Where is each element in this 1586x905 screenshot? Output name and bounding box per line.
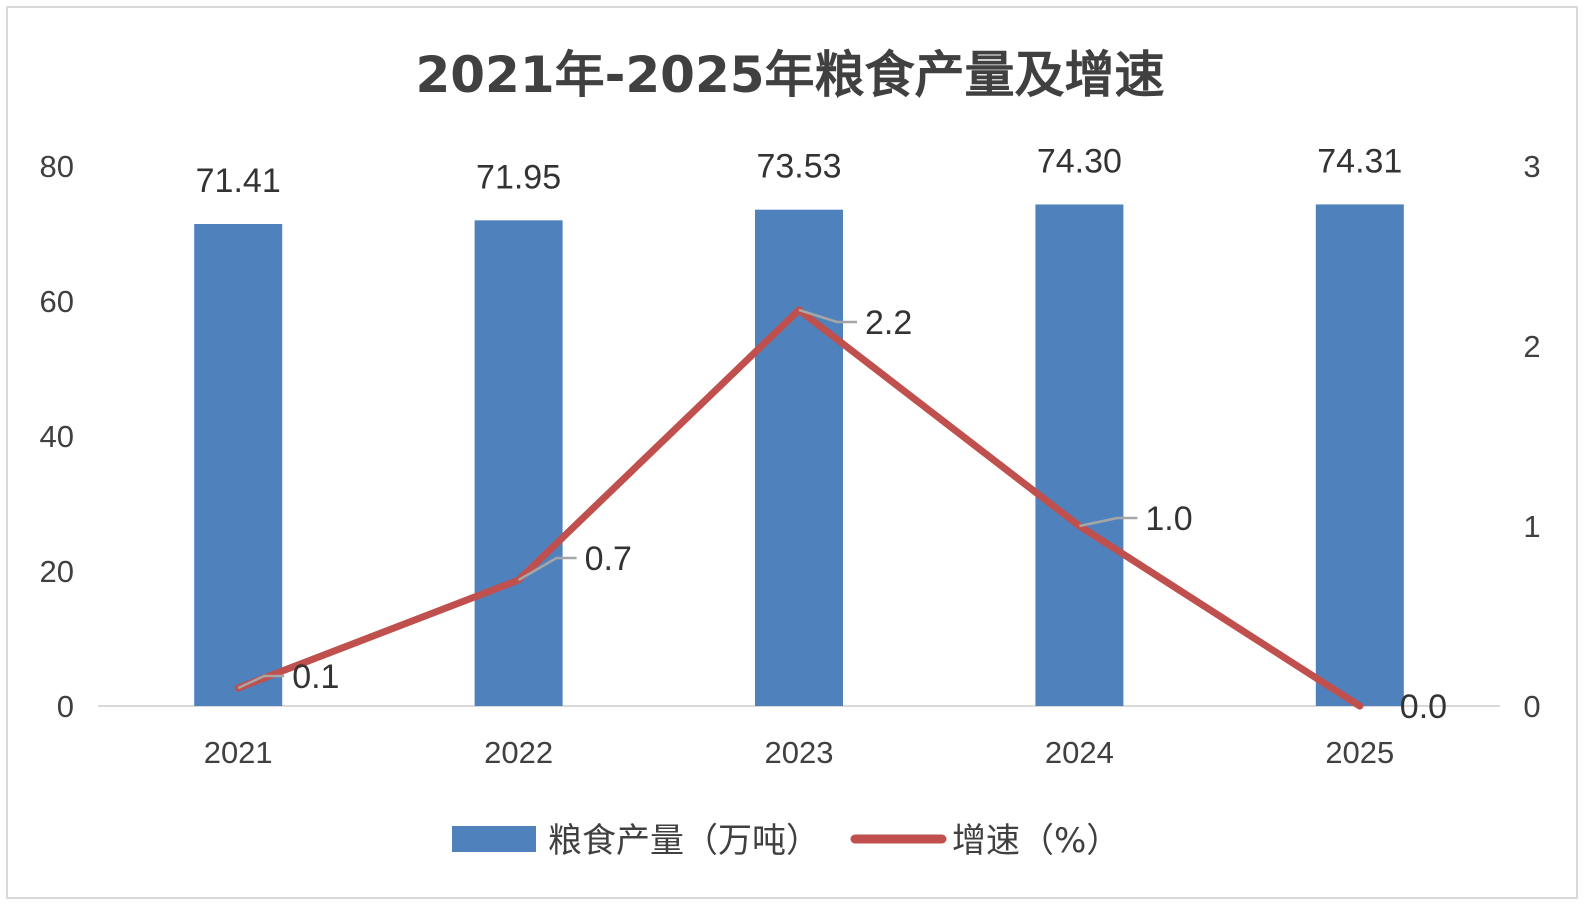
y-right-tick-label: 1 [1523,509,1540,544]
y-left-tick-label: 60 [40,284,74,319]
x-tick-label: 2024 [1045,735,1114,770]
leader-line [237,674,285,690]
axes: 0 20 40 60 80 0 1 2 3 2021 2022 2023 2024 2025 [40,149,1541,770]
bar [755,209,843,707]
legend-line-label: 增速（%） [952,821,1120,861]
bar-value-label: 71.41 [196,162,281,200]
bar-value-label: 74.30 [1037,142,1122,180]
y-right-tick-label: 0 [1523,689,1540,724]
y-right-tick-label: 2 [1523,329,1540,364]
y-left-tick-label: 20 [40,554,74,589]
x-tick-label: 2025 [1325,735,1394,770]
line-value-label: 0.1 [292,658,339,696]
bar-value-label: 74.31 [1317,142,1402,180]
chart-title: 2021年-2025年粮食产量及增速 [415,46,1164,104]
line-value-label: 0.0 [1400,688,1447,726]
line-value-label: 1.0 [1145,500,1192,538]
y-left-tick-label: 80 [40,149,74,184]
y-left-tick-label: 0 [57,689,74,724]
x-tick-label: 2021 [204,735,273,770]
bar [474,220,563,706]
bar [1315,204,1404,706]
bar [1035,204,1124,706]
legend-bar-label: 粮食产量（万吨） [548,821,820,861]
y-right-tick-label: 3 [1523,149,1540,184]
bar [194,223,283,707]
bar-value-label: 73.53 [756,148,841,186]
legend-bar-swatch [452,826,536,852]
leader-line [517,556,577,582]
bar-series [194,204,1404,707]
bar-value-label: 71.95 [476,158,561,196]
y-left-tick-label: 40 [40,419,74,454]
x-tick-label: 2022 [484,735,553,770]
line-value-label: 2.2 [865,304,912,342]
legend: 粮食产量（万吨） 增速（%） [452,821,1120,861]
data-labels: 71.41 71.95 73.53 74.30 74.31 0.1 0.7 2.2 1.0 0.0 [196,142,1447,726]
line-point [1356,702,1364,710]
line-value-label: 0.7 [585,540,632,578]
leader-line [798,308,857,324]
leader-line [1079,516,1138,528]
x-tick-label: 2023 [765,735,834,770]
